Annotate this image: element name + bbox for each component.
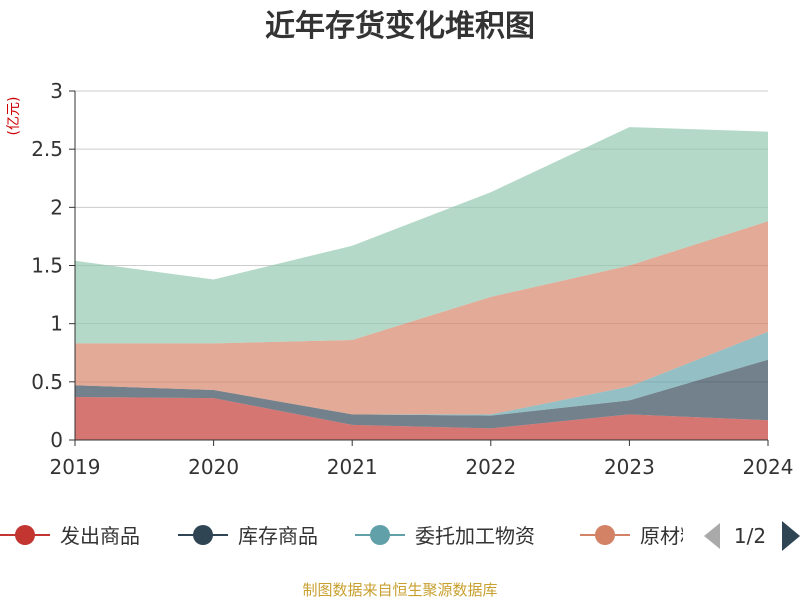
legend-item[interactable]: 委托加工物资 [355,524,535,548]
y-tick-label: 2 [50,195,63,219]
legend: 发出商品 库存商品 委托加工物资 原材料 [0,524,700,548]
legend-label: 发出商品 [60,524,140,548]
y-tick-label: 3 [50,79,63,103]
legend-marker [193,525,213,545]
legend-label: 原材料 [640,524,700,548]
y-axis-unit: (亿元) [6,97,22,136]
chart-title: 近年存货变化堆积图 [265,9,535,44]
area-发出商品 [75,397,768,440]
y-tick-label: 0 [50,428,63,452]
legend-next-icon[interactable] [782,521,800,551]
legend-pager: 1/2 [704,521,800,551]
legend-marker [595,525,615,545]
y-tick-labels: 0 0.5 1 1.5 2 2.5 3 [31,79,63,452]
x-tick-label: 2019 [50,455,101,479]
legend-label: 库存商品 [238,524,318,548]
x-tick-label: 2021 [327,455,378,479]
y-tick-label: 1 [50,312,63,336]
area-在产品 [75,127,768,344]
x-tick-label: 2024 [743,455,794,479]
axes [69,90,769,446]
y-tick-label: 0.5 [31,370,63,394]
x-tick-label: 2023 [604,455,655,479]
source-note: 制图数据来自恒生聚源数据库 [302,581,497,599]
legend-prev-icon[interactable] [704,523,720,549]
legend-item[interactable]: 库存商品 [178,524,318,548]
x-tick-label: 2022 [465,455,516,479]
x-tick-label: 2020 [188,455,239,479]
area-原材料 [75,221,768,415]
y-tick-label: 2.5 [31,137,63,161]
legend-marker [15,525,35,545]
area-series [75,127,768,440]
legend-item[interactable]: 原材料 [580,524,700,548]
x-tick-labels: 2019 2020 2021 2022 2023 2024 [50,455,794,479]
area-库存商品 [75,359,768,429]
y-tick-label: 1.5 [31,254,63,278]
legend-page-indicator: 1/2 [734,524,766,548]
legend-label: 委托加工物资 [415,524,535,548]
legend-item[interactable]: 发出商品 [0,524,140,548]
area-委托加工物资 [75,331,768,416]
legend-marker [370,525,390,545]
